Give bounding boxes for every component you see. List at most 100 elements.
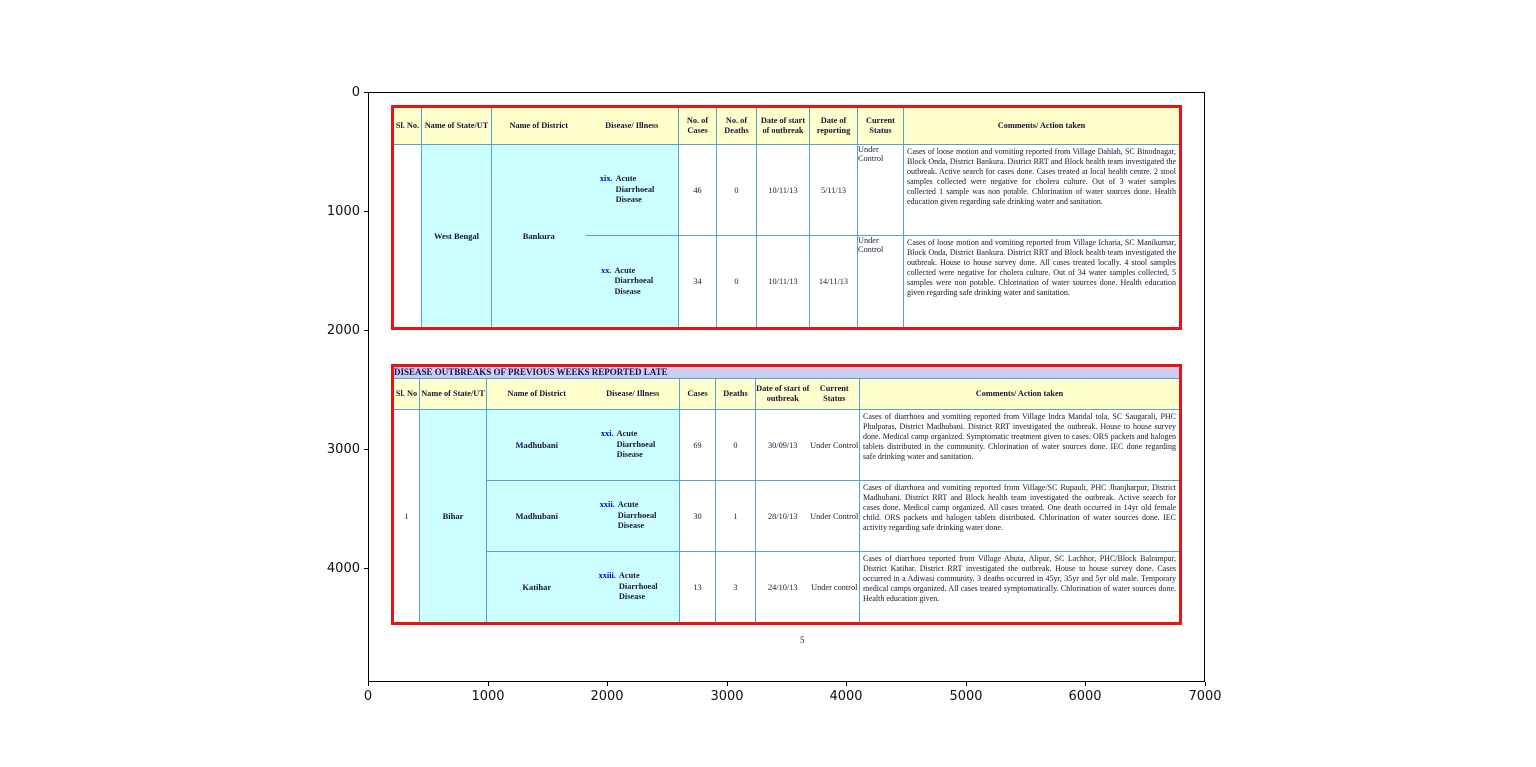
header-disease: Disease/ Illness — [586, 378, 680, 410]
cell-deaths: 0 — [716, 144, 757, 236]
x-tick-label: 5000 — [949, 689, 983, 704]
cell-start-date: 30/09/13 — [755, 409, 810, 481]
x-tick-mark — [727, 682, 728, 686]
comments-text: Cases of loose motion and vomiting repor… — [907, 238, 1176, 297]
cell-district: Bankura — [491, 144, 586, 329]
cell-sl-no — [392, 144, 422, 329]
header-status: Current Status — [857, 106, 904, 145]
cell-comments: Cases of diarrhoea and vomiting reported… — [859, 409, 1181, 481]
cell-disease: xxi. Acute Diarrhoeal Disease — [586, 409, 680, 481]
cell-disease: xix. Acute Diarrhoeal Disease — [585, 144, 679, 236]
disease-number: xx. — [601, 265, 612, 275]
cell-cases: 46 — [678, 144, 717, 236]
disease-name: Acute Diarrhoeal Disease — [617, 500, 657, 531]
cell-district: Madhubani — [486, 480, 587, 552]
header-sl-no: Sl. No. — [392, 106, 422, 145]
cell-reporting-date: 5/11/13 — [809, 144, 858, 236]
cell-status: Under control — [809, 551, 860, 624]
x-tick-mark — [607, 682, 608, 686]
cell-deaths: 3 — [715, 551, 756, 624]
cell-deaths: 0 — [715, 409, 756, 481]
table-row: xx. Acute Diarrhoeal Disease 34 0 10/11/… — [393, 235, 1181, 329]
disease-number: xix. — [599, 174, 613, 184]
x-tick-mark — [1085, 682, 1086, 686]
x-tick-label: 1000 — [471, 689, 505, 704]
header-reporting-date: Date of reporting — [809, 106, 858, 145]
x-tick-mark — [368, 682, 369, 686]
cell-comments: Cases of loose motion and vomiting repor… — [903, 235, 1181, 329]
y-tick-label: 0 — [351, 85, 360, 100]
x-tick-label: 7000 — [1188, 689, 1222, 704]
cell-status: Under Control — [809, 409, 860, 481]
header-sl-no: Sl. No — [392, 378, 420, 410]
cell-start-date: 28/10/13 — [755, 480, 810, 552]
cell-cases: 13 — [679, 551, 716, 624]
disease-name: Acute Diarrhoeal Disease — [614, 265, 654, 296]
y-tick-mark — [364, 449, 368, 450]
x-tick-mark — [846, 682, 847, 686]
cell-comments: Cases of loose motion and vomiting repor… — [903, 144, 1181, 236]
comments-text: Cases of diarrhoea and vomiting reported… — [863, 412, 1176, 461]
y-tick-label: 2000 — [326, 323, 360, 338]
table-title: DISEASE OUTBREAKS OF PREVIOUS WEEKS REPO… — [392, 365, 1181, 379]
x-tick-label: 6000 — [1068, 689, 1102, 704]
x-tick-label: 4000 — [829, 689, 863, 704]
header-deaths: Deaths — [715, 378, 756, 410]
header-state: Name of State/UT — [421, 106, 492, 145]
cell-start-date: 10/11/13 — [756, 144, 810, 236]
header-start-date: Date of start of outbreak — [756, 106, 810, 145]
comments-text: Cases of diarrhoea and vomiting reported… — [863, 483, 1176, 532]
y-tick-mark — [364, 568, 368, 569]
disease-name: Acute Diarrhoeal Disease — [615, 174, 655, 205]
table-title-row: DISEASE OUTBREAKS OF PREVIOUS WEEKS REPO… — [392, 365, 1181, 379]
disease-name: Acute Diarrhoeal Disease — [616, 429, 656, 460]
cell-status: Under Control — [857, 144, 904, 236]
cell-comments: Cases of diarrhoea and vomiting reported… — [859, 480, 1181, 552]
y-tick-label: 4000 — [326, 561, 360, 576]
cell-district: Madhubani — [486, 409, 587, 481]
cell-deaths: 1 — [715, 480, 756, 552]
cell-cases: 34 — [678, 235, 717, 329]
cell-state: Bihar — [419, 409, 487, 624]
header-cases: No. of Cases — [678, 106, 717, 145]
header-comments: Comments/ Action taken — [859, 378, 1181, 410]
table-row: 1 Bihar Madhubani xxi. Acute Diarrhoeal … — [392, 409, 1181, 624]
y-tick-mark — [364, 330, 368, 331]
header-cases: Cases — [679, 378, 716, 410]
cell-state: West Bengal — [421, 144, 492, 329]
cell-district: Katihar — [486, 551, 587, 624]
cell-disease: xx. Acute Diarrhoeal Disease — [585, 235, 679, 329]
disease-number: xxiii. — [598, 571, 616, 581]
outbreaks-table-late: DISEASE OUTBREAKS OF PREVIOUS WEEKS REPO… — [391, 364, 1182, 625]
cell-start-date: 24/10/13 — [755, 551, 810, 624]
cell-deaths: 0 — [716, 235, 757, 329]
header-disease: Disease/ Illness — [585, 106, 679, 145]
table-header-row: Sl. No Name of State/UT Name of District… — [392, 378, 1181, 410]
x-tick-label: 3000 — [710, 689, 744, 704]
disease-number: xxi. — [600, 429, 614, 439]
disease-name: Acute Diarrhoeal Disease — [618, 571, 658, 602]
header-status: Current Status — [809, 378, 860, 410]
cell-cases: 69 — [679, 409, 716, 481]
header-district: Name of District — [486, 378, 587, 410]
disease-number: xxii. — [599, 500, 615, 510]
table-row: Madhubani xxii. Acute Diarrhoeal Disease… — [393, 480, 1181, 552]
x-tick-mark — [966, 682, 967, 686]
y-tick-mark — [364, 92, 368, 93]
cell-disease: xxii. Acute Diarrhoeal Disease — [586, 480, 680, 552]
cell-reporting-date: 14/11/13 — [809, 235, 858, 329]
outbreaks-table-current: Sl. No. Name of State/UT Name of Distric… — [391, 105, 1182, 330]
table-row: Katihar xxiii. Acute Diarrhoeal Disease … — [393, 551, 1181, 624]
cell-comments: Cases of diarrhoea reported from Village… — [859, 551, 1181, 624]
y-tick-mark — [364, 211, 368, 212]
x-tick-mark — [1205, 682, 1206, 686]
comments-text: Cases of loose motion and vomiting repor… — [907, 147, 1176, 206]
y-tick-label: 3000 — [326, 442, 360, 457]
cell-disease: xxiii. Acute Diarrhoeal Disease — [586, 551, 680, 624]
table-header-row: Sl. No. Name of State/UT Name of Distric… — [392, 106, 1181, 145]
header-start-date: Date of start of outbreak — [755, 378, 810, 410]
x-tick-label: 2000 — [590, 689, 624, 704]
x-tick-label: 0 — [363, 689, 373, 704]
header-district: Name of District — [491, 106, 586, 145]
